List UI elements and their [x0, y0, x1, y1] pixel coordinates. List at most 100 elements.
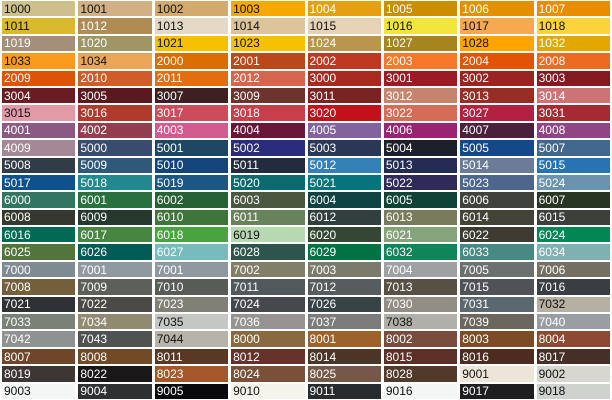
color-swatch-5002: 5002	[231, 140, 305, 156]
color-swatch-6008: 6008	[2, 209, 76, 226]
color-swatch-8012: 8012	[231, 348, 305, 365]
color-swatch-8025: 8025	[307, 366, 381, 382]
color-swatch-4003: 4003	[154, 122, 229, 139]
color-swatch-5008: 5008	[2, 157, 76, 173]
color-swatch-4009: 4009	[2, 140, 76, 156]
color-swatch-9003: 9003	[2, 383, 76, 399]
color-swatch-7043: 7043	[78, 331, 152, 347]
color-swatch-6034: 6034	[536, 244, 610, 260]
color-swatch-6032: 6032	[383, 244, 458, 260]
color-swatch-1033: 1033	[2, 53, 76, 69]
color-swatch-5017: 5017	[2, 174, 76, 191]
color-swatch-7032: 7032	[536, 296, 610, 313]
color-swatch-6001: 6001	[78, 192, 152, 208]
color-swatch-5003: 5003	[307, 140, 381, 156]
color-swatch-9004: 9004	[78, 383, 152, 399]
color-swatch-3018: 3018	[231, 105, 305, 121]
color-swatch-1000: 1000	[2, 1, 76, 17]
color-swatch-3014: 3014	[536, 87, 610, 104]
color-swatch-7016: 7016	[536, 279, 610, 295]
color-swatch-7006: 7006	[536, 261, 610, 278]
color-swatch-1017: 1017	[460, 18, 534, 34]
color-swatch-7042: 7042	[2, 331, 76, 347]
color-swatch-7008: 7008	[2, 279, 76, 295]
color-swatch-1016: 1016	[383, 18, 458, 34]
color-swatch-8011: 8011	[154, 348, 229, 365]
color-swatch-8015: 8015	[383, 348, 458, 365]
color-swatch-7030: 7030	[383, 296, 458, 313]
color-swatch-1027: 1027	[383, 35, 458, 52]
color-swatch-6024: 6024	[536, 227, 610, 243]
color-swatch-5023: 5023	[460, 174, 534, 191]
color-swatch-7001: 7001	[78, 261, 152, 278]
color-swatch-6020: 6020	[307, 227, 381, 243]
color-swatch-5020: 5020	[231, 174, 305, 191]
color-swatch-9010: 9010	[231, 383, 305, 399]
color-swatch-7023: 7023	[154, 296, 229, 313]
color-swatch-5009: 5009	[78, 157, 152, 173]
color-swatch-7040: 7040	[536, 314, 610, 330]
color-swatch-7005: 7005	[460, 261, 534, 278]
color-swatch-7004: 7004	[383, 261, 458, 278]
color-swatch-3031: 3031	[536, 105, 610, 121]
color-swatch-3007: 3007	[154, 87, 229, 104]
color-swatch-3016: 3016	[78, 105, 152, 121]
color-swatch-9001: 9001	[460, 366, 534, 382]
color-swatch-7000: 7000	[2, 261, 76, 278]
color-swatch-7021: 7021	[2, 296, 76, 313]
color-swatch-3004: 3004	[2, 87, 76, 104]
color-swatch-8007: 8007	[2, 348, 76, 365]
color-swatch-7037: 7037	[307, 314, 381, 330]
color-swatch-6033: 6033	[460, 244, 534, 260]
color-swatch-9005: 9005	[154, 383, 229, 399]
color-swatch-7009: 7009	[78, 279, 152, 295]
color-swatch-5015: 5015	[536, 157, 610, 173]
color-swatch-7022: 7022	[78, 296, 152, 313]
color-swatch-6021: 6021	[383, 227, 458, 243]
color-swatch-6028: 6028	[231, 244, 305, 260]
color-swatch-5000: 5000	[78, 140, 152, 156]
color-swatch-6004: 6004	[307, 192, 381, 208]
color-swatch-8023: 8023	[154, 366, 229, 382]
color-swatch-4008: 4008	[536, 122, 610, 139]
color-swatch-1024: 1024	[307, 35, 381, 52]
color-swatch-7015: 7015	[460, 279, 534, 295]
color-swatch-1014: 1014	[231, 18, 305, 34]
color-swatch-7013: 7013	[383, 279, 458, 295]
color-swatch-1003: 1003	[231, 1, 305, 17]
color-swatch-6007: 6007	[536, 192, 610, 208]
color-swatch-8003: 8003	[460, 331, 534, 347]
color-swatch-7012: 7012	[307, 279, 381, 295]
color-swatch-8028: 8028	[383, 366, 458, 382]
color-swatch-6022: 6022	[460, 227, 534, 243]
color-swatch-5010: 5010	[154, 157, 229, 173]
color-swatch-2012: 2012	[231, 70, 305, 86]
color-swatch-6027: 6027	[154, 244, 229, 260]
color-swatch-6011: 6011	[231, 209, 305, 226]
color-swatch-1002: 1002	[154, 1, 229, 17]
color-swatch-9016: 9016	[383, 383, 458, 399]
color-swatch-6017: 6017	[78, 227, 152, 243]
color-swatch-1006: 1006	[460, 1, 534, 17]
color-swatch-3005: 3005	[78, 87, 152, 104]
color-swatch-7044: 7044	[154, 331, 229, 347]
color-swatch-2002: 2002	[307, 53, 381, 69]
color-swatch-8014: 8014	[307, 348, 381, 365]
color-swatch-2000: 2000	[154, 53, 229, 69]
color-swatch-2010: 2010	[78, 70, 152, 86]
color-swatch-2003: 2003	[383, 53, 458, 69]
color-swatch-1007: 1007	[536, 1, 610, 17]
color-swatch-8016: 8016	[460, 348, 534, 365]
color-swatch-7003: 7003	[307, 261, 381, 278]
color-swatch-7039: 7039	[460, 314, 534, 330]
color-swatch-1034: 1034	[78, 53, 152, 69]
color-swatch-6012: 6012	[307, 209, 381, 226]
color-swatch-8024: 8024	[231, 366, 305, 382]
color-swatch-7033: 7033	[2, 314, 76, 330]
color-swatch-4005: 4005	[307, 122, 381, 139]
color-swatch-3012: 3012	[383, 87, 458, 104]
color-swatch-7038: 7038	[383, 314, 458, 330]
color-swatch-4004: 4004	[231, 122, 305, 139]
color-swatch-2001: 2001	[231, 53, 305, 69]
color-swatch-8022: 8022	[78, 366, 152, 382]
